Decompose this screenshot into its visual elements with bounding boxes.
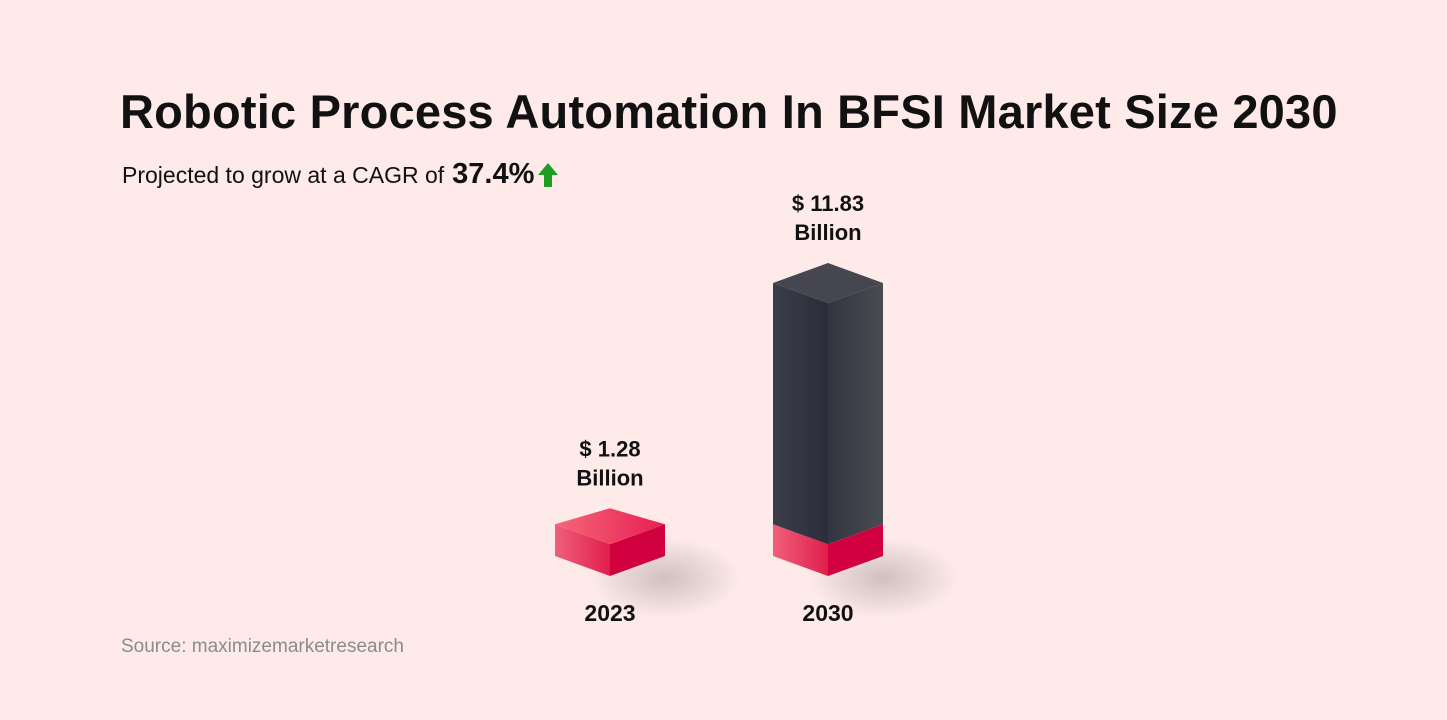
bar-base-left-face	[555, 524, 610, 576]
chart-subtitle: Projected to grow at a CAGR of 37.4%	[122, 158, 559, 191]
bar-2023	[555, 508, 740, 618]
value-label-amount: $ 1.28	[579, 436, 640, 461]
up-arrow-icon	[538, 162, 559, 187]
value-label-amount: $ 11.83	[792, 191, 864, 216]
bar-base-right-face	[828, 524, 883, 576]
bar-base-right-face	[610, 524, 665, 576]
bar-growth-right-face	[828, 283, 883, 545]
bar-top-face	[555, 508, 665, 545]
bar-growth-left-face	[773, 283, 828, 545]
chart-title: Robotic Process Automation In BFSI Marke…	[120, 85, 1338, 138]
bar-top-face	[773, 263, 883, 303]
value-label-unit: Billion	[576, 465, 643, 490]
category-label: 2030	[802, 600, 853, 626]
source-note: Source: maximizemarketresearch	[121, 636, 404, 657]
bar-base-left-face	[773, 524, 828, 576]
subtitle-text: Projected to grow at a CAGR of	[122, 162, 445, 188]
bar-2030	[773, 263, 958, 618]
category-label: 2023	[584, 600, 635, 626]
value-label-unit: Billion	[794, 220, 861, 245]
cagr-value: 37.4%	[452, 158, 535, 190]
